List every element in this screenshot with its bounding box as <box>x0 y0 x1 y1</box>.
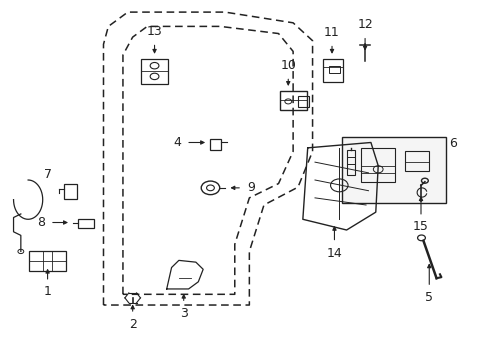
Text: 14: 14 <box>326 247 342 260</box>
Bar <box>141 59 168 84</box>
Text: 4: 4 <box>173 136 181 149</box>
Text: 15: 15 <box>412 220 428 233</box>
Text: 11: 11 <box>324 26 339 39</box>
Text: 8: 8 <box>37 216 45 229</box>
Bar <box>29 251 66 271</box>
Text: 3: 3 <box>180 307 187 320</box>
Bar <box>297 96 308 107</box>
Bar <box>341 137 446 203</box>
Bar <box>280 91 306 111</box>
Text: 2: 2 <box>128 318 136 330</box>
Text: 1: 1 <box>43 285 51 298</box>
Text: 12: 12 <box>356 18 372 31</box>
Text: 6: 6 <box>448 137 456 150</box>
Bar <box>78 219 94 228</box>
Bar <box>346 150 355 175</box>
Text: 13: 13 <box>146 25 162 38</box>
Bar <box>323 59 342 82</box>
Text: 9: 9 <box>246 181 254 194</box>
Bar <box>63 184 77 199</box>
Text: 10: 10 <box>280 59 296 72</box>
Bar <box>361 148 394 182</box>
Text: 5: 5 <box>425 291 432 304</box>
Bar <box>328 66 339 73</box>
Bar <box>210 139 221 150</box>
Text: 7: 7 <box>43 168 51 181</box>
Bar <box>404 152 428 171</box>
